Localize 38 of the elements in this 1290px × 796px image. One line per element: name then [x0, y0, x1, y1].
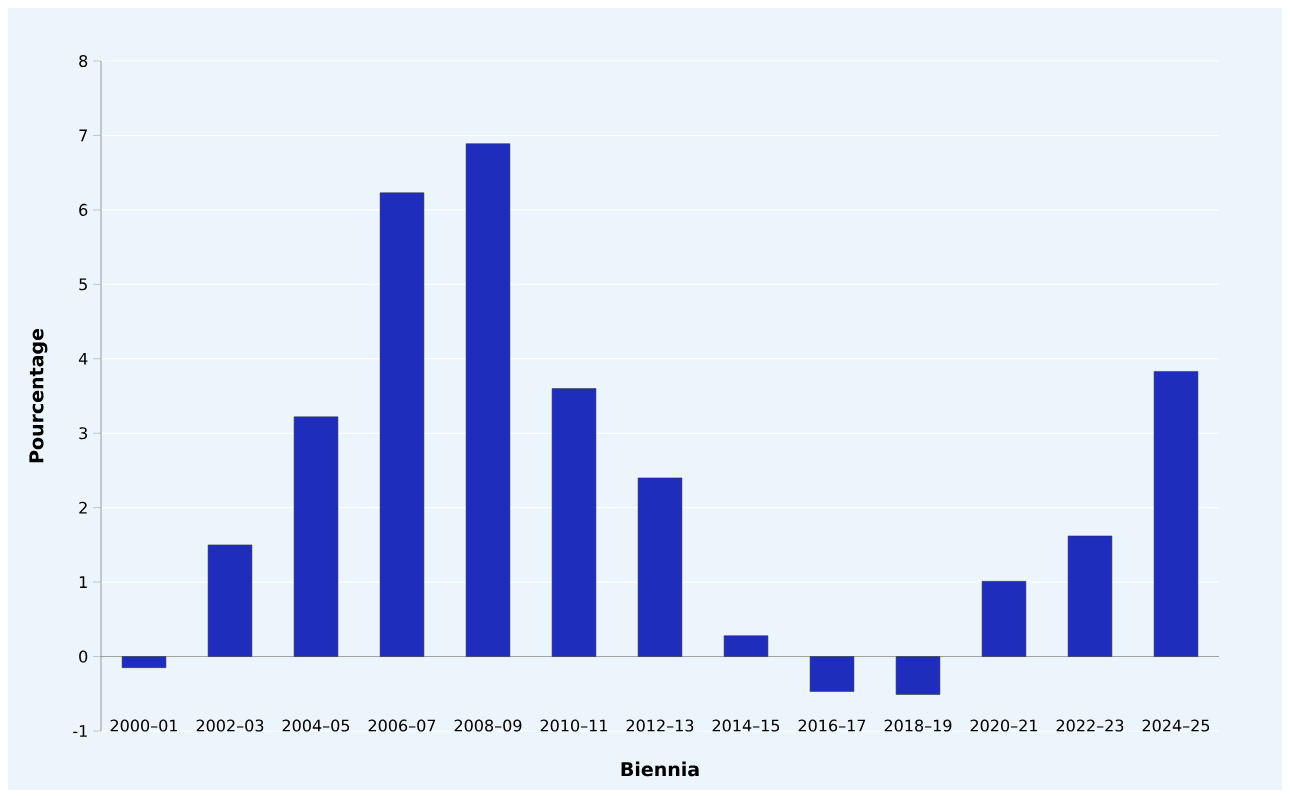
bar [379, 192, 425, 657]
bar [981, 581, 1027, 657]
x-tick-label: 2006–07 [368, 719, 436, 732]
x-tick-label: 2024–25 [1142, 719, 1210, 732]
y-tick-label: 1 [79, 576, 87, 588]
y-axis-title: Pourcentage [29, 328, 48, 463]
bar [723, 635, 769, 657]
x-tick-label: 2020–21 [970, 719, 1038, 732]
x-tick-label: 2010–11 [540, 719, 608, 732]
bar [1067, 535, 1113, 657]
x-tick-label: 2002–03 [196, 719, 264, 732]
bar [293, 416, 339, 657]
bar [637, 477, 683, 657]
x-tick-label: 2004–05 [282, 719, 350, 732]
bar [895, 656, 941, 695]
bar [809, 656, 855, 692]
bar [207, 544, 253, 657]
y-tick-label: 7 [79, 129, 87, 142]
y-tick-label: 4 [78, 352, 88, 365]
y-tick-label: -1 [73, 725, 87, 737]
y-tick-label: 6 [79, 203, 88, 216]
bar [465, 143, 511, 657]
x-tick-label: 2016–17 [798, 719, 866, 732]
x-tick-label: 2018–19 [884, 719, 952, 732]
x-tick-label: 2000–01 [110, 719, 178, 732]
x-tick-label: 2022–23 [1056, 719, 1124, 732]
y-tick-label: 0 [79, 650, 88, 663]
bar [1153, 371, 1199, 657]
y-tick-label: 2 [79, 501, 87, 514]
x-tick-label: 2014–15 [712, 719, 780, 732]
bar [121, 656, 167, 668]
y-tick-label: 8 [79, 54, 88, 68]
bar [551, 388, 597, 657]
x-axis-title: Biennia [621, 761, 699, 777]
x-tick-label: 2012–13 [626, 719, 694, 732]
y-tick-label: 3 [79, 427, 88, 440]
x-tick-label: 2008–09 [454, 719, 522, 732]
y-tick-label: 5 [79, 278, 87, 291]
